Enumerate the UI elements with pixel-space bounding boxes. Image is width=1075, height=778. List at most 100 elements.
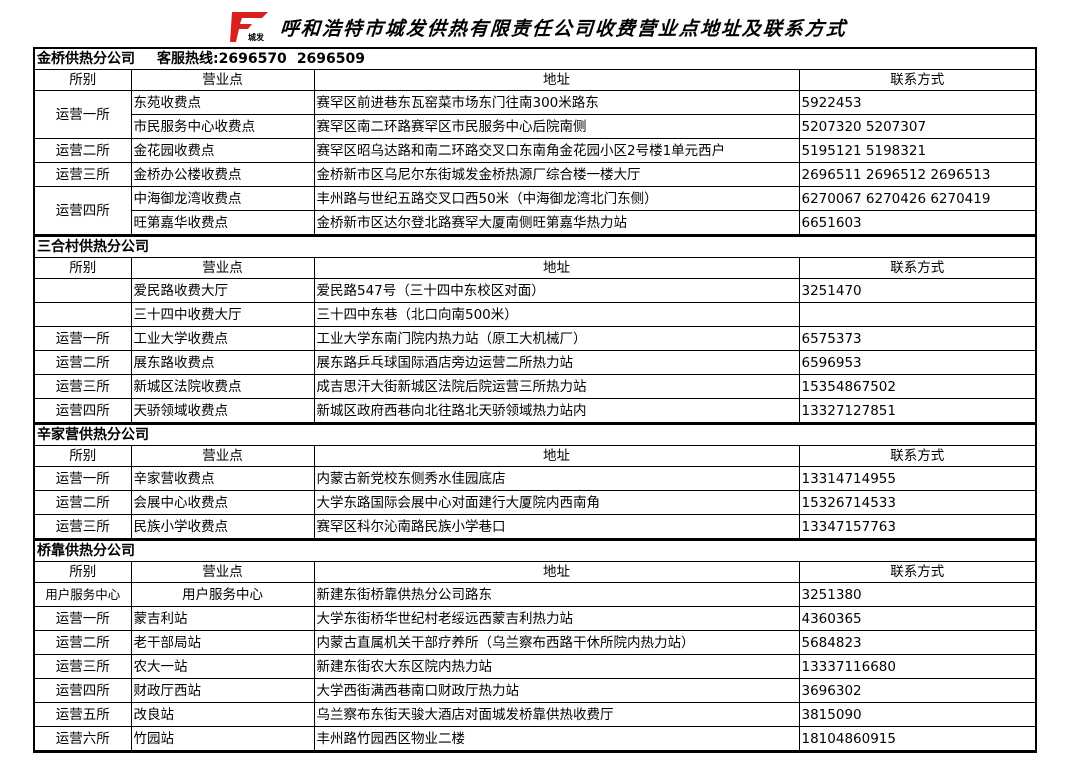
address-cell: 大学西街满西巷南口财政厅热力站 <box>313 678 800 703</box>
service-point-name: 爱民路收费大厅 <box>130 278 315 303</box>
svg-text:城发: 城发 <box>248 32 265 42</box>
column-header: 营业点 <box>130 69 315 91</box>
hotline-number: 2696509 <box>296 51 366 67</box>
section-title: 金桥供热分公司 客服热线:2696570 2696509 <box>33 47 1037 70</box>
address-cell: 乌兰察布东街天骏大酒店对面城发桥靠供热收费厅 <box>313 702 800 727</box>
section-header: 金桥供热分公司 客服热线:2696570 2696509 <box>33 47 1037 70</box>
service-point-name: 三十四中收费大厅 <box>130 302 315 327</box>
dept-cell: 运营四所 <box>33 678 132 703</box>
address-cell: 内蒙古新党校东侧秀水佳园底店 <box>313 466 800 491</box>
column-header-row: 所别 营业点 地址 联系方式 <box>33 69 1037 91</box>
address-cell: 成吉思汗大街新城区法院后院运营三所热力站 <box>313 374 800 399</box>
table-row: 运营五所 改良站 乌兰察布东街天骏大酒店对面城发桥靠供热收费厅 3815090 <box>33 702 1037 727</box>
service-point-name: 辛家营收费点 <box>130 466 315 491</box>
address-cell: 爱民路547号（三十四中东校区对面） <box>313 278 800 303</box>
address-cell: 内蒙古直属机关干部疗养所（乌兰察布西路干休所院内热力站） <box>313 630 800 655</box>
table-row: 运营三所 新城区法院收费点 成吉思汗大街新城区法院后院运营三所热力站 15354867… <box>33 374 1037 399</box>
column-header: 营业点 <box>130 561 315 583</box>
service-point-name: 改良站 <box>130 702 315 727</box>
section-name: 金桥供热分公司 <box>37 51 135 67</box>
dept-cell: 运营二所 <box>33 630 132 655</box>
table-row: 旺第嘉华收费点 金桥新市区达尔登北路赛罕大厦南侧旺第嘉华热力站 6651603 <box>34 210 1037 236</box>
phone-cell: 3251470 <box>798 278 1037 303</box>
dept-cell: 运营三所 <box>33 162 132 187</box>
address-cell: 新建东街农大东区院内热力站 <box>313 654 800 679</box>
table-row: 运营一所 工业大学收费点 工业大学东南门院内热力站（原工大机械厂） 6575373 <box>33 326 1037 351</box>
column-header: 所别 <box>33 561 132 583</box>
address-cell: 丰州路竹园西区物业二楼 <box>313 726 800 752</box>
phone-cell <box>798 302 1037 327</box>
address-cell: 新建东街桥靠供热分公司路东 <box>313 582 800 607</box>
column-header: 地址 <box>313 561 800 583</box>
dept-cell: 运营二所 <box>33 350 132 375</box>
service-point-name: 展东路收费点 <box>130 350 315 375</box>
dept-cell: 运营三所 <box>33 514 132 540</box>
phone-cell: 6270067 6270426 6270419 <box>798 186 1037 211</box>
service-point-name: 中海御龙湾收费点 <box>130 186 315 211</box>
dept-cell: 用户服务中心 <box>33 582 132 607</box>
dept-cell: 运营三所 <box>33 654 132 679</box>
address-cell: 赛罕区昭乌达路和南二环路交叉口东南角金花园小区2号楼1单元西户 <box>313 138 800 163</box>
phone-cell: 3815090 <box>798 702 1037 727</box>
table-row: 运营一所 辛家营收费点 内蒙古新党校东侧秀水佳园底店 13314714955 <box>33 466 1037 491</box>
service-point-name: 金桥办公楼收费点 <box>130 162 315 187</box>
phone-cell: 6651603 <box>798 210 1037 236</box>
section-header: 桥靠供热分公司 <box>33 538 1037 562</box>
phone-cell: 5922453 <box>798 90 1037 115</box>
page-title: 呼和浩特市城发供热有限责任公司收费营业点地址及联系方式 <box>279 17 848 40</box>
service-point-name: 民族小学收费点 <box>130 514 315 540</box>
table-row: 运营三所 金桥办公楼收费点 金桥新市区乌尼尔东街城发金桥热源厂综合楼一楼大厅 2696… <box>33 162 1037 187</box>
table-row: 运营一所 东苑收费点 赛罕区前进巷东瓦窑菜市场东门往南300米路东 5922453 <box>33 90 1037 139</box>
table-row: 市民服务中心收费点 赛罕区南二环路赛罕区市民服务中心后院南侧 5207320 520… <box>34 114 1037 139</box>
service-point-name: 老干部局站 <box>130 630 315 655</box>
column-header-row: 所别 营业点 地址 联系方式 <box>33 257 1037 279</box>
hotline-label: 客服热线: <box>157 51 219 67</box>
address-cell: 展东路乒乓球国际酒店旁边运营二所热力站 <box>313 350 800 375</box>
section-title: 桥靠供热分公司 <box>33 538 1037 562</box>
service-point-name: 蒙吉利站 <box>130 606 315 631</box>
section-title: 辛家营供热分公司 <box>33 422 1037 446</box>
table-row: 运营一所 蒙吉利站 大学东街桥华世纪村老绥远西蒙吉利热力站 4360365 <box>33 606 1037 631</box>
dept-cell: 运营二所 <box>33 138 132 163</box>
table-row: 运营四所 天骄领域收费点 新城区政府西巷向北往路北天骄领域热力站内 133271278… <box>33 398 1037 424</box>
table-row: 运营三所 农大一站 新建东街农大东区院内热力站 13337116680 <box>33 654 1037 679</box>
column-header-row: 所别 营业点 地址 联系方式 <box>33 561 1037 583</box>
address-cell: 工业大学东南门院内热力站（原工大机械厂） <box>313 326 800 351</box>
company-logo: 城发 <box>228 10 274 44</box>
address-cell: 新城区政府西巷向北往路北天骄领域热力站内 <box>313 398 800 424</box>
dept-cell: 运营一所 <box>33 326 132 351</box>
dept-cell <box>33 278 132 303</box>
phone-cell: 13314714955 <box>798 466 1037 491</box>
column-header: 所别 <box>33 69 132 91</box>
service-points-table: 金桥供热分公司 客服热线:2696570 2696509 所别 营业点 地址 联系方式 运营一… <box>33 47 1038 753</box>
header: 城发 呼和浩特市城发供热有限责任公司收费营业点地址及联系方式 <box>0 10 1075 44</box>
table-row: 用户服务中心 用户服务中心 新建东街桥靠供热分公司路东 3251380 <box>33 582 1037 607</box>
phone-cell: 2696511 2696512 2696513 <box>798 162 1037 187</box>
dept-cell: 运营四所 <box>33 398 132 424</box>
dept-cell: 运营四所 <box>33 186 132 236</box>
hotline-number: 2696570 <box>218 51 287 67</box>
column-header: 所别 <box>33 257 132 279</box>
column-header: 地址 <box>313 69 800 91</box>
address-cell: 赛罕区科尔沁南路民族小学巷口 <box>313 514 800 540</box>
column-header: 联系方式 <box>798 445 1037 467</box>
service-point-name: 用户服务中心 <box>130 582 315 607</box>
table-row: 运营二所 展东路收费点 展东路乒乓球国际酒店旁边运营二所热力站 6596953 <box>33 350 1037 375</box>
phone-cell: 4360365 <box>798 606 1037 631</box>
table-row: 运营二所 会展中心收费点 大学东路国际会展中心对面建行大厦院内西南角 15326714… <box>33 490 1037 515</box>
dept-cell: 运营一所 <box>33 466 132 491</box>
phone-cell: 6596953 <box>798 350 1037 375</box>
column-header: 联系方式 <box>798 561 1037 583</box>
column-header: 营业点 <box>130 257 315 279</box>
section-title: 三合村供热分公司 <box>33 234 1037 258</box>
section-name: 桥靠供热分公司 <box>37 543 135 559</box>
address-cell: 赛罕区前进巷东瓦窑菜市场东门往南300米路东 <box>313 90 800 115</box>
phone-cell: 6575373 <box>798 326 1037 351</box>
table-row: 爱民路收费大厅 爱民路547号（三十四中东校区对面） 3251470 <box>33 278 1037 303</box>
table-row: 运营三所 民族小学收费点 赛罕区科尔沁南路民族小学巷口 13347157763 <box>33 514 1037 540</box>
dept-cell: 运营六所 <box>33 726 132 752</box>
service-point-name: 会展中心收费点 <box>130 490 315 515</box>
dept-cell: 运营一所 <box>33 606 132 631</box>
address-cell: 大学东路国际会展中心对面建行大厦院内西南角 <box>313 490 800 515</box>
service-point-name: 天骄领域收费点 <box>130 398 315 424</box>
